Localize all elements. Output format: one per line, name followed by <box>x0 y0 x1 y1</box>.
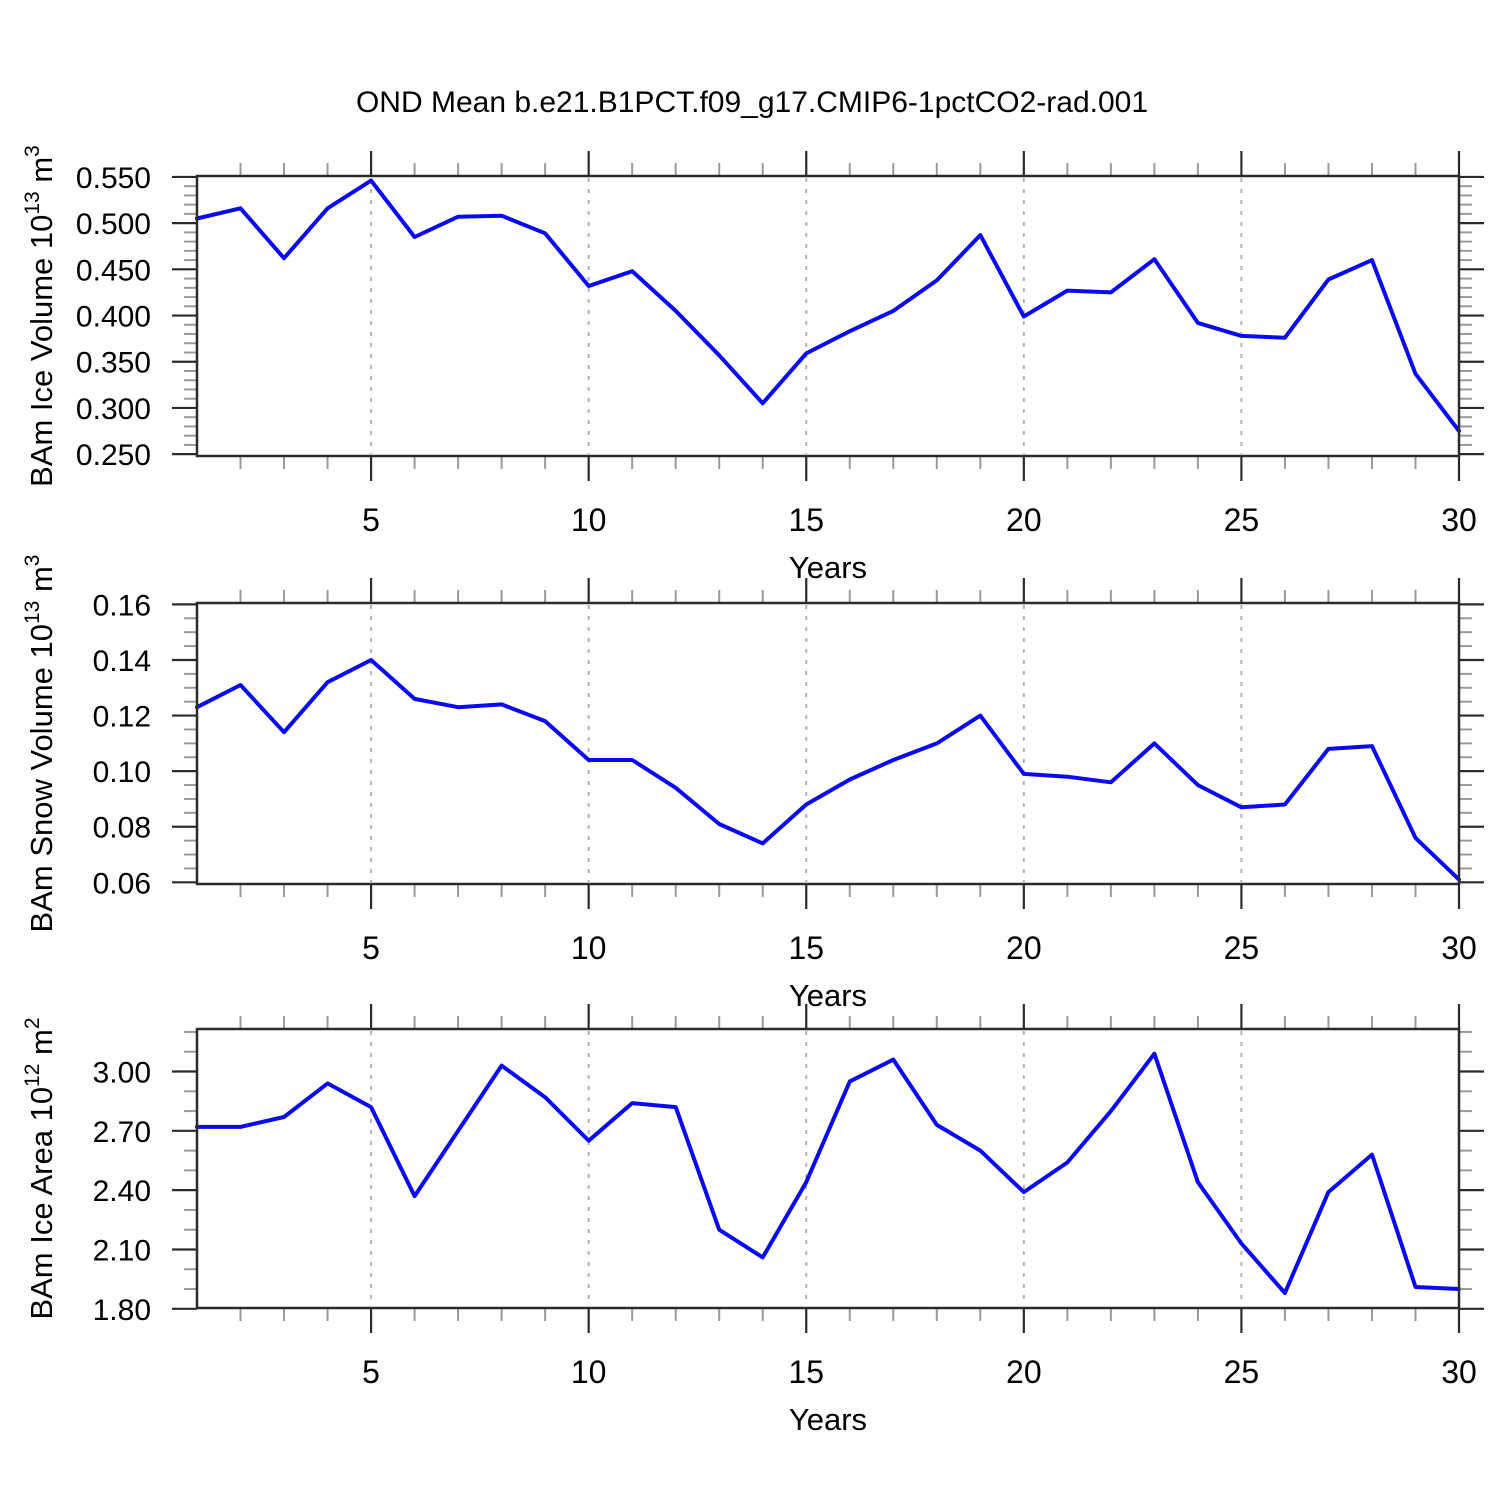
y-tick-label: 0.250 <box>76 439 151 472</box>
plot-frame <box>195 1027 1461 1310</box>
x-tick-label: 15 <box>788 1354 824 1390</box>
series-line-bam-ice-area <box>195 1051 1461 1295</box>
y-tick-label: 0.300 <box>76 393 151 426</box>
y-tick-label: 0.10 <box>93 756 151 789</box>
y-tick-label: 2.10 <box>93 1234 151 1267</box>
panel-bam-ice-volume: 0.250 0.300 0.350 0.400 0.450 0.500 0.550 5 10 15… <box>21 145 1484 585</box>
panels-group: 0.250 0.300 0.350 0.400 0.450 0.500 0.550 5 10 15… <box>21 145 1484 1437</box>
y-tick-label: 0.550 <box>76 162 151 195</box>
x-tick-label: 30 <box>1441 930 1477 966</box>
x-tick-label: 5 <box>362 1354 380 1390</box>
y-tick-label: 0.08 <box>93 812 151 845</box>
y-tick-label: 0.500 <box>76 208 151 241</box>
panel-bam-snow-volume: 0.06 0.08 0.10 0.12 0.14 0.16 5 10 15 20 25 30 Years… <box>21 555 1484 1013</box>
x-tick-label: 20 <box>1006 930 1042 966</box>
y-tick-label: 0.400 <box>76 301 151 334</box>
x-tick-label: 20 <box>1006 502 1042 538</box>
x-tick-label: 15 <box>788 930 824 966</box>
x-tick-label: 30 <box>1441 502 1477 538</box>
y-tick-label: 2.40 <box>93 1175 151 1208</box>
x-tick-label: 10 <box>571 502 607 538</box>
y-tick-label: 3.00 <box>93 1057 151 1090</box>
x-tick-label: 20 <box>1006 1354 1042 1390</box>
x-tick-label: 5 <box>362 502 380 538</box>
y-tick-label: 0.350 <box>76 347 151 380</box>
y-tick-label: 0.16 <box>93 589 151 622</box>
x-axis-title: Years <box>789 1402 867 1437</box>
x-tick-label: 10 <box>571 1354 607 1390</box>
x-tick-label: 15 <box>788 502 824 538</box>
x-tick-label: 10 <box>571 930 607 966</box>
x-tick-label: 25 <box>1224 930 1260 966</box>
y-axis-title: BAm Ice Volume 1013 m3 <box>21 145 59 487</box>
x-axis-title: Years <box>789 978 867 1013</box>
y-axis-title: BAm Ice Area 1012 m2 <box>21 1017 59 1319</box>
chart-title: OND Mean b.e21.B1PCT.f09_g17.CMIP6-1pctC… <box>356 86 1148 119</box>
y-tick-label: 0.12 <box>93 701 151 734</box>
x-tick-label: 30 <box>1441 1354 1477 1390</box>
y-tick-label: 2.70 <box>93 1116 151 1149</box>
x-tick-label: 25 <box>1224 1354 1260 1390</box>
series-line-bam-snow-volume <box>195 658 1461 882</box>
y-tick-label: 0.450 <box>76 254 151 287</box>
panel-bam-ice-area: 1.80 2.10 2.40 2.70 3.00 5 10 15 20 25 30 Years BAm … <box>21 1004 1484 1437</box>
y-tick-label: 1.80 <box>93 1294 151 1327</box>
y-tick-label: 0.14 <box>93 645 151 678</box>
y-axis-title: BAm Snow Volume 1013 m3 <box>21 555 59 933</box>
y-tick-label: 0.06 <box>93 867 151 900</box>
series-line-bam-ice-volume <box>195 178 1461 433</box>
x-tick-label: 5 <box>362 930 380 966</box>
plot-frame <box>195 601 1461 886</box>
x-tick-label: 25 <box>1224 502 1260 538</box>
plot-frame <box>195 174 1461 458</box>
x-axis-title: Years <box>789 550 867 585</box>
